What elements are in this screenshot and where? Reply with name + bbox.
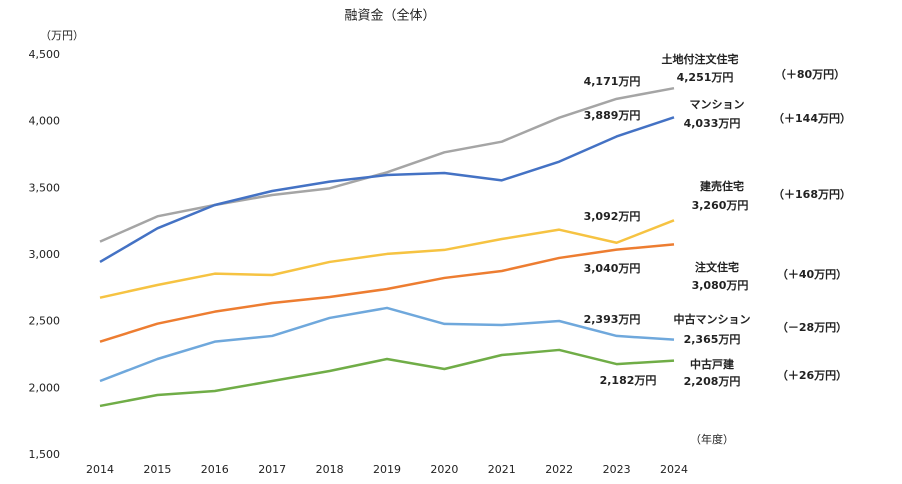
x-tick-label: 2017 [258, 463, 286, 476]
x-tick-label: 2023 [603, 463, 631, 476]
x-axis-unit: （年度） [690, 432, 734, 446]
y-tick-label: 2,000 [29, 381, 61, 394]
value-label: 2,393万円 [584, 313, 641, 326]
series-line [99, 116, 675, 264]
value-label: 2,365万円 [684, 333, 741, 346]
value-label: 3,080万円 [692, 279, 749, 292]
series-name: 土地付注文住宅 [662, 52, 739, 66]
y-tick-label: 2,500 [29, 315, 61, 328]
value-label: 4,033万円 [684, 117, 741, 130]
value-label: 4,251万円 [677, 71, 734, 84]
x-tick-label: 2022 [545, 463, 573, 476]
y-tick-label: 3,000 [29, 248, 61, 261]
y-axis-unit: （万円） [40, 29, 84, 42]
value-label: 4,171万円 [584, 75, 641, 88]
y-tick-label: 4,000 [29, 115, 61, 128]
x-tick-label: 2024 [660, 463, 688, 476]
value-label: 3,889万円 [584, 109, 641, 122]
series-name: 中古マンション [674, 312, 751, 326]
series-line [99, 243, 675, 343]
series-change: （＋144万円） [773, 112, 851, 125]
x-tick-label: 2014 [86, 463, 114, 476]
series-change: （＋26万円） [777, 369, 847, 382]
series-change: （＋80万円） [775, 68, 845, 81]
x-tick-label: 2016 [201, 463, 229, 476]
series-line [99, 348, 675, 408]
series-change: （－28万円） [777, 321, 847, 334]
chart-title: 融資金（全体） [344, 8, 435, 24]
x-tick-label: 2020 [430, 463, 458, 476]
series-name: 注文住宅 [695, 260, 739, 274]
series-name: 建売住宅 [700, 179, 744, 193]
series-change: （＋168万円） [773, 188, 851, 201]
series-name: 中古戸建 [690, 357, 735, 371]
value-label: 3,092万円 [584, 210, 641, 223]
value-label: 2,182万円 [600, 374, 657, 387]
series-change: （＋40万円） [777, 268, 847, 281]
series-line [99, 306, 675, 383]
value-label: 3,040万円 [584, 262, 641, 275]
value-label: 3,260万円 [692, 199, 749, 212]
series-line [99, 86, 675, 243]
x-tick-label: 2021 [488, 463, 516, 476]
x-tick-label: 2019 [373, 463, 401, 476]
x-tick-label: 2018 [316, 463, 344, 476]
series-line [99, 219, 675, 299]
value-label: 2,208万円 [684, 375, 741, 388]
series-name: マンション [690, 98, 745, 111]
y-tick-label: 1,500 [29, 448, 61, 461]
x-tick-label: 2015 [143, 463, 171, 476]
y-tick-label: 4,500 [29, 48, 61, 61]
y-tick-label: 3,500 [29, 181, 61, 194]
